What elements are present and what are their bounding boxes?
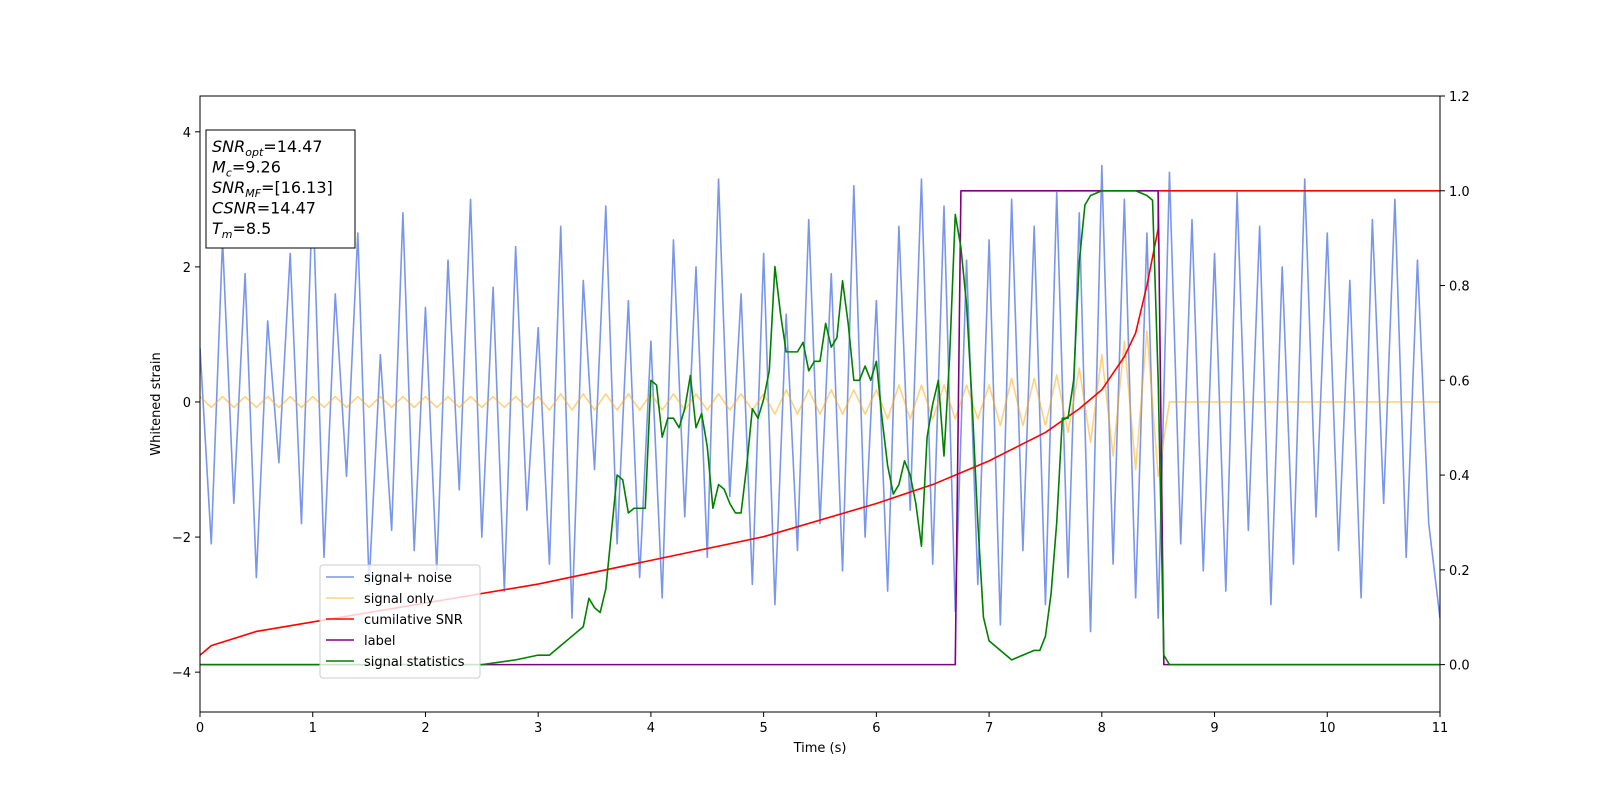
y2-tick-label: 0.2 (1449, 564, 1470, 579)
y2-tick-label: 0.8 (1449, 280, 1470, 295)
annotation-symbol: M (212, 158, 226, 177)
legend-label: label (364, 634, 395, 649)
y-tick-label: 2 (183, 261, 191, 276)
annotation-value: =14.47 (257, 199, 316, 218)
x-tick-label: 5 (759, 721, 767, 736)
x-tick-label: 4 (647, 721, 655, 736)
annotation-value: =14.47 (263, 137, 322, 156)
y2-tick-label: 0.4 (1449, 469, 1470, 484)
y2-tick-label: 0.6 (1449, 374, 1470, 389)
axes-frame (199, 95, 1441, 713)
y-tick-label: −4 (172, 666, 191, 681)
x-tick-label: 0 (196, 721, 204, 736)
annotation-subscript: MF (245, 187, 261, 200)
legend-label: signal statistics (364, 655, 465, 670)
legend: signal+ noise signal only cumilative SNR la… (319, 564, 481, 679)
x-tick-label: 8 (1098, 721, 1106, 736)
x-tick-label: 7 (985, 721, 993, 736)
legend-label: signal only (364, 592, 434, 607)
annotation-line: SNRopt=14.47 (212, 137, 323, 159)
legend-frame (319, 564, 481, 679)
annotation-value: =[16.13] (261, 178, 333, 197)
y2-tick-label: 1.0 (1449, 185, 1470, 200)
line-series (200, 330, 1440, 478)
y-tick-label: 4 (183, 126, 191, 141)
annotation-line: Tm=8.5 (212, 219, 271, 241)
y-axis-label: Whitened strain (149, 352, 164, 455)
y-tick-label: 0 (183, 396, 191, 411)
annotation-line: Mc=9.26 (212, 158, 281, 180)
x-tick-label: 6 (872, 721, 880, 736)
annotation-box: SNRopt=14.47Mc=9.26SNRMF=[16.13]CSNR=14.… (205, 129, 356, 249)
x-tick-label: 10 (1319, 721, 1336, 736)
annotation-value: =9.26 (232, 158, 281, 177)
legend-label: signal+ noise (364, 571, 452, 586)
annotation-symbol: T (212, 219, 223, 238)
legend-label: cumilative SNR (364, 613, 463, 628)
annotation-value: =8.5 (233, 219, 272, 238)
y2-tick-label: 1.2 (1449, 90, 1470, 105)
x-tick-label: 9 (1210, 721, 1218, 736)
line-series (200, 189, 1440, 666)
x-tick-label: 11 (1432, 721, 1449, 736)
x-tick-label: 2 (421, 721, 429, 736)
annotation-subscript: opt (245, 146, 264, 159)
line-series (200, 164, 1440, 633)
x-axis-label: Time (s) (793, 741, 847, 756)
y2-tick-label: 0.0 (1449, 659, 1470, 674)
x-tick-label: 3 (534, 721, 542, 736)
x-tick-label: 1 (309, 721, 317, 736)
annotation-symbol: CSNR (212, 199, 257, 218)
annotation-subscript: m (222, 228, 233, 241)
annotation-symbol: SNR (212, 178, 245, 197)
annotation-frame (205, 129, 356, 249)
annotation-line: CSNR=14.47 (212, 199, 316, 218)
annotation-symbol: SNR (212, 137, 245, 156)
y-tick-label: −2 (172, 531, 191, 546)
annotation-line: SNRMF=[16.13] (212, 178, 333, 200)
annotation-subscript: c (226, 167, 232, 180)
